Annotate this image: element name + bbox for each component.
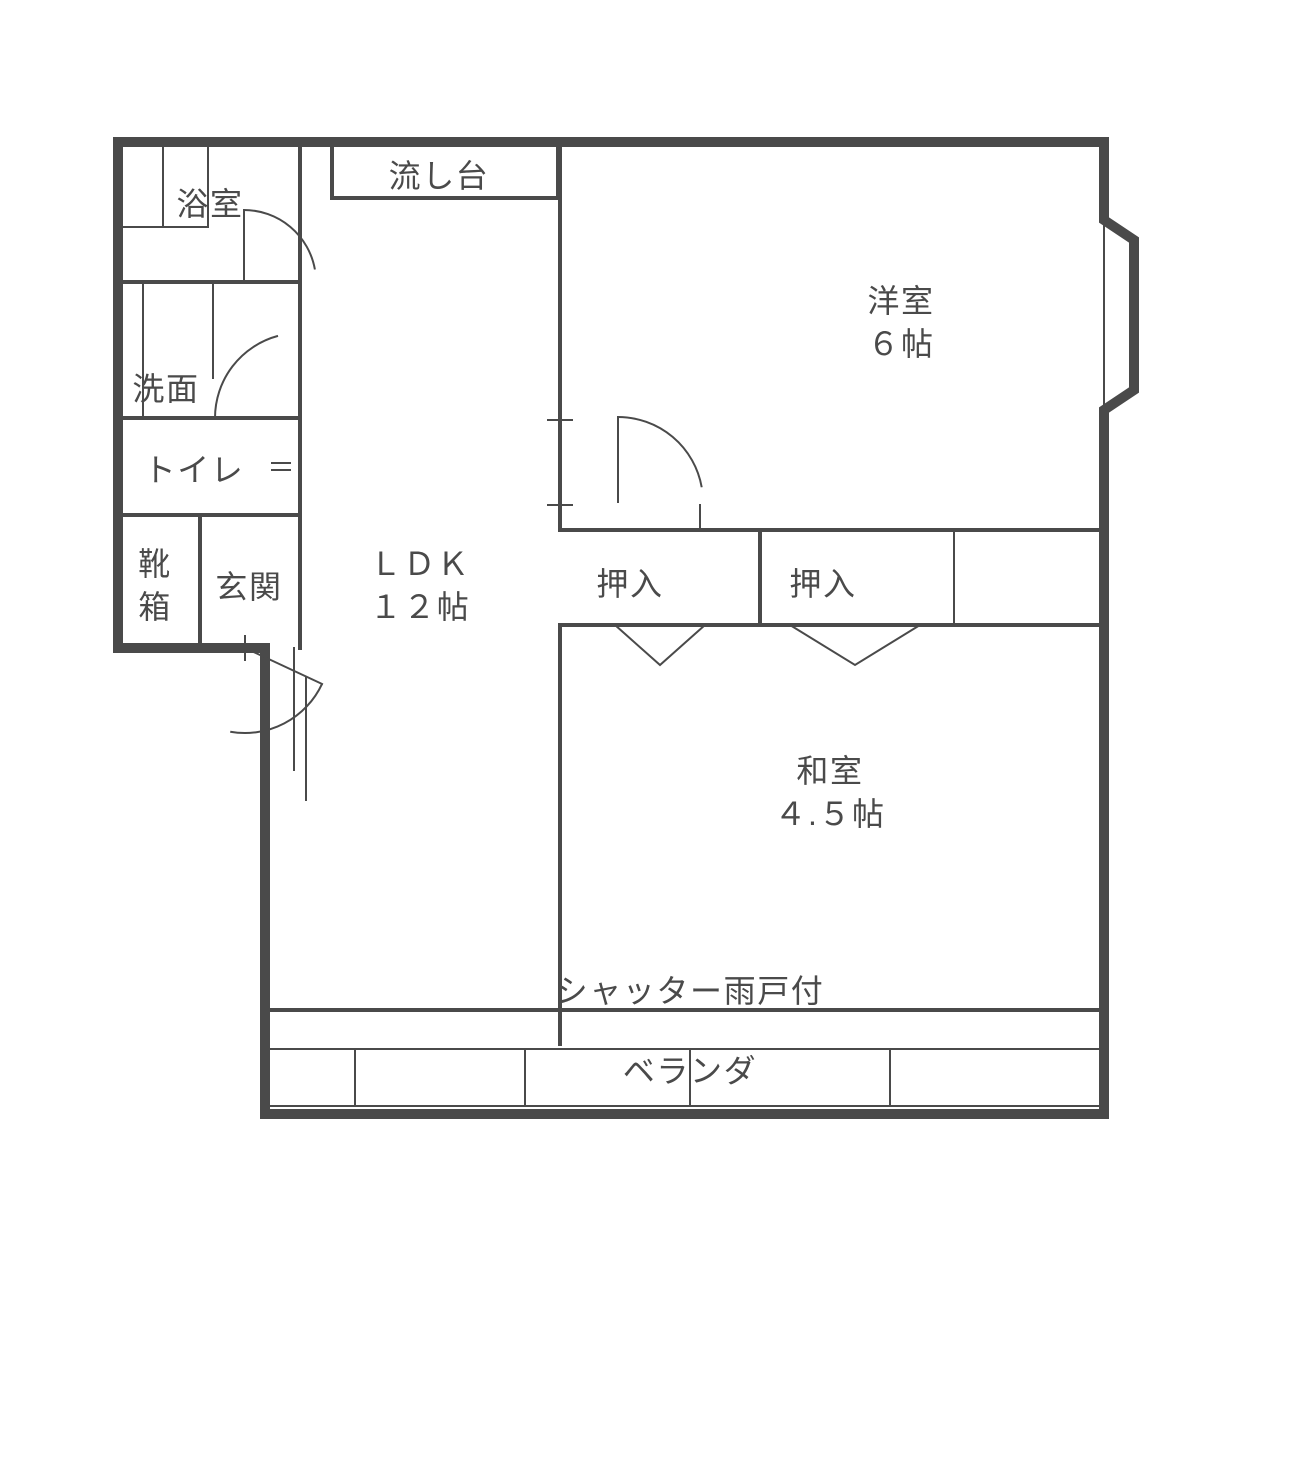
- label-shoebox: 靴 箱: [138, 543, 172, 629]
- label-washroom: 洗面: [132, 368, 199, 411]
- label-closet-r: 押入: [789, 563, 856, 606]
- label-closet-l: 押入: [596, 563, 663, 606]
- label-veranda: ベランダ: [623, 1050, 757, 1093]
- label-shutter: シャッター雨戸付: [556, 970, 825, 1013]
- label-sink: 流し台: [389, 155, 490, 198]
- floorplan-stage: 浴室 洗面 トイレ 靴 箱 玄関 流し台 ＬＤＫ １２帖 洋室 ６帖 押入 押入…: [0, 0, 1290, 1468]
- label-entrance: 玄関: [215, 566, 282, 609]
- label-toilet: トイレ: [144, 449, 245, 492]
- label-japanese: 和室 ４.５帖: [774, 750, 885, 836]
- label-bath: 浴室: [176, 183, 243, 226]
- label-western: 洋室 ６帖: [867, 280, 934, 366]
- label-ldk: ＬＤＫ １２帖: [370, 543, 471, 629]
